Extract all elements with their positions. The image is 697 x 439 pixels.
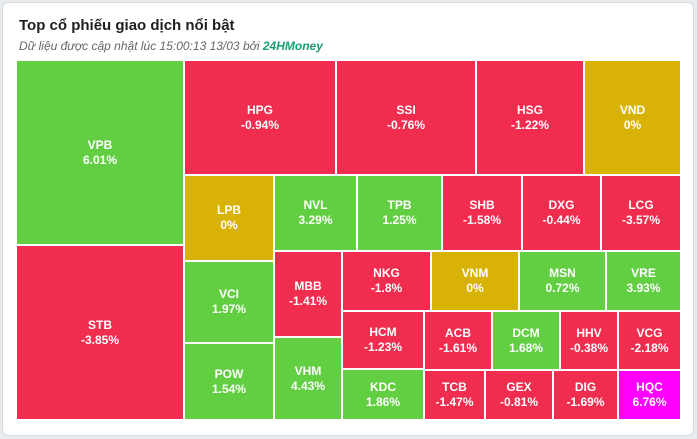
stock-change: -3.85% (80, 332, 120, 347)
stock-change: 1.97% (211, 302, 247, 316)
stock-tile-msn[interactable]: MSN 0.72% (519, 251, 606, 311)
stock-change: 1.25% (382, 213, 417, 227)
stock-tile-lcg[interactable]: LCG -3.57% (601, 175, 681, 251)
stock-change: -1.8% (370, 281, 403, 295)
stock-symbol: NKG (373, 266, 400, 280)
stock-tile-acb[interactable]: ACB -1.61% (424, 311, 492, 370)
widget-title: Top cổ phiếu giao dịch nổi bật (19, 17, 235, 34)
stock-tile-vre[interactable]: VRE 3.93% (606, 251, 681, 311)
stock-symbol: STB (88, 317, 112, 332)
stock-tile-hpg[interactable]: HPG -0.94% (184, 60, 336, 175)
stock-tile-hsg[interactable]: HSG -1.22% (476, 60, 584, 175)
stock-symbol: TPB (387, 198, 412, 212)
stock-tile-dcm[interactable]: DCM 1.68% (492, 311, 560, 370)
stock-symbol: VPB (87, 137, 113, 152)
stock-symbol: VCI (218, 287, 239, 301)
stock-symbol: HPG (246, 102, 273, 117)
stock-symbol: SSI (396, 102, 416, 117)
stock-symbol: VCG (636, 325, 663, 340)
stock-symbol: MSN (549, 266, 576, 280)
stock-change: 1.54% (211, 381, 247, 396)
stock-tile-vpb[interactable]: VPB 6.01% (16, 60, 184, 245)
stock-change: 4.43% (290, 378, 326, 393)
stock-change: -1.22% (510, 117, 550, 132)
stock-tile-gex[interactable]: GEX -0.81% (485, 370, 553, 420)
stock-symbol: VNM (461, 266, 489, 280)
stock-tile-hcm[interactable]: HCM -1.23% (342, 311, 424, 369)
stock-symbol: VHM (294, 363, 322, 378)
stock-symbol: POW (214, 366, 244, 381)
stock-symbol: VND (619, 102, 646, 117)
stock-change: 1.68% (508, 340, 544, 355)
stock-tile-tpb[interactable]: TPB 1.25% (357, 175, 442, 251)
stock-change: 3.93% (626, 281, 661, 295)
stock-tile-hqc[interactable]: HQC 6.76% (618, 370, 681, 420)
stock-tile-kdc[interactable]: KDC 1.86% (342, 369, 424, 420)
stock-tile-dig[interactable]: DIG -1.69% (553, 370, 618, 420)
stock-tile-nvl[interactable]: NVL 3.29% (274, 175, 357, 251)
stock-change: -1.61% (438, 340, 478, 355)
stock-symbol: HSG (516, 102, 543, 117)
stock-tile-shb[interactable]: SHB -1.58% (442, 175, 522, 251)
stock-change: -3.57% (621, 213, 661, 227)
update-text: Dữ liệu được cập nhật lúc 15:00:13 13/03… (19, 39, 263, 53)
stock-change: -0.38% (569, 340, 609, 355)
stock-change: 0% (466, 281, 484, 295)
stock-change: 0% (220, 218, 238, 232)
stock-change: -1.41% (288, 294, 328, 308)
stock-symbol: NVL (303, 198, 328, 212)
stock-symbol: KDC (370, 379, 396, 394)
stock-tile-ssi[interactable]: SSI -0.76% (336, 60, 476, 175)
stock-symbol: HCM (369, 325, 397, 339)
stock-tile-vnm[interactable]: VNM 0% (431, 251, 519, 311)
stock-symbol: GEX (506, 380, 532, 394)
stock-change: -0.94% (240, 117, 280, 132)
stock-symbol: HQC (636, 380, 663, 394)
stock-symbol: SHB (469, 198, 495, 212)
stock-tile-vnd[interactable]: VND 0% (584, 60, 681, 175)
stock-treemap: VPB 6.01% STB -3.85% HPG -0.94% SSI -0.76% H… (16, 60, 681, 420)
stock-change: 1.86% (365, 394, 401, 409)
stock-tile-vci[interactable]: VCI 1.97% (184, 261, 274, 343)
stock-tile-pow[interactable]: POW 1.54% (184, 343, 274, 420)
stock-tile-nkg[interactable]: NKG -1.8% (342, 251, 431, 311)
stock-symbol: VRE (631, 266, 656, 280)
stock-change: -1.58% (462, 213, 502, 227)
stock-change: -1.69% (566, 395, 605, 409)
stock-change: -2.18% (630, 340, 669, 355)
stock-change: 0% (623, 117, 642, 132)
stock-symbol: DCM (512, 325, 540, 340)
stock-change: 6.76% (632, 395, 667, 409)
stock-change: -0.81% (499, 395, 539, 409)
stock-symbol: LCG (628, 198, 654, 212)
stock-tile-vhm[interactable]: VHM 4.43% (274, 337, 342, 420)
stock-symbol: DIG (574, 380, 597, 394)
stock-symbol: HHV (576, 325, 602, 340)
stock-tile-hhv[interactable]: HHV -0.38% (560, 311, 618, 370)
stock-tile-dxg[interactable]: DXG -0.44% (522, 175, 601, 251)
stock-symbol: LPB (217, 203, 241, 217)
stock-symbol: TCB (442, 380, 467, 394)
stock-change: 6.01% (82, 152, 118, 167)
stock-change: 0.72% (545, 281, 580, 295)
stock-tile-stb[interactable]: STB -3.85% (16, 245, 184, 420)
stock-change: 3.29% (298, 213, 333, 227)
stock-symbol: ACB (445, 325, 471, 340)
stock-change: -1.47% (435, 395, 474, 409)
update-info: Dữ liệu được cập nhật lúc 15:00:13 13/03… (19, 39, 323, 53)
stock-change: -0.76% (386, 117, 426, 132)
stock-tile-mbb[interactable]: MBB -1.41% (274, 251, 342, 337)
stock-symbol: DXG (548, 198, 575, 212)
stock-tile-tcb[interactable]: TCB -1.47% (424, 370, 485, 420)
stock-change: -0.44% (542, 213, 581, 227)
brand-link[interactable]: 24HMoney (262, 39, 323, 53)
stock-change: -1.23% (363, 340, 403, 354)
stock-tile-vcg[interactable]: VCG -2.18% (618, 311, 681, 370)
stock-symbol: MBB (294, 279, 322, 293)
stock-tile-lpb[interactable]: LPB 0% (184, 175, 274, 261)
